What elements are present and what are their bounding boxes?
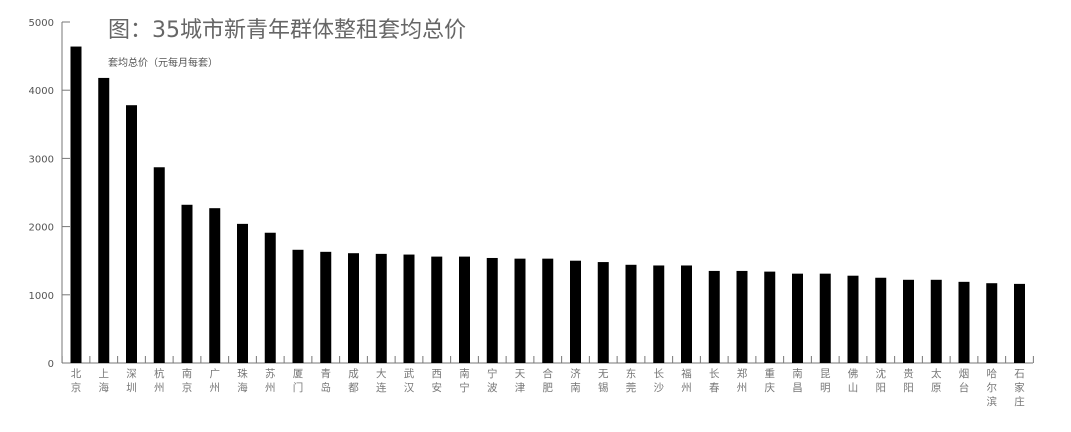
bar-东莞	[625, 264, 637, 363]
bar-佛山	[847, 275, 859, 363]
x-tick-label: 宁波	[487, 367, 498, 394]
x-tick-label: 昆明	[820, 368, 831, 394]
x-tick-label: 珠海	[237, 367, 248, 394]
x-tick-label: 烟台	[959, 367, 970, 394]
bar-烟台	[958, 281, 970, 363]
y-tick-label: 3000	[29, 154, 54, 165]
x-tick-label: 北京	[71, 368, 82, 394]
bar-沈阳	[875, 277, 887, 363]
x-tick-label: 合肥	[543, 367, 554, 394]
x-tick-label: 厦门	[293, 368, 304, 394]
x-tick-label: 武汉	[404, 367, 415, 394]
bar-福州	[681, 265, 692, 363]
bar-长沙	[653, 265, 665, 363]
bar-昆明	[819, 273, 831, 363]
bar-无锡	[597, 262, 609, 363]
y-axis-label: 套均总价（元每月每套）	[108, 56, 218, 69]
x-tick-label: 南京	[182, 367, 193, 394]
bar-青岛	[320, 251, 332, 363]
bar-苏州	[264, 232, 276, 363]
y-tick-label: 2000	[29, 223, 54, 234]
bar-南昌	[792, 273, 803, 363]
bar-长春	[708, 270, 720, 363]
bar-珠海	[237, 223, 248, 363]
x-tick-label: 上海	[99, 368, 110, 394]
bar-太原	[930, 279, 942, 363]
y-tick-label: 1000	[29, 291, 54, 302]
x-tick-label: 东莞	[626, 367, 637, 394]
bar-济南	[570, 260, 581, 363]
bar-重庆	[764, 271, 776, 363]
bar-北京	[70, 46, 82, 363]
x-tick-label: 佛山	[848, 367, 859, 394]
y-tick-label: 0	[48, 359, 54, 370]
x-tick-label: 济南	[570, 367, 581, 394]
x-tick-label: 贵阳	[903, 367, 914, 394]
x-tick-label: 福州	[681, 367, 692, 394]
x-tick-label: 无锡	[598, 368, 609, 394]
x-tick-label: 天津	[515, 368, 526, 394]
x-tick-label: 大连	[376, 367, 387, 394]
x-tick-label: 广州	[210, 368, 221, 394]
bar-石家庄	[1014, 283, 1025, 363]
bar-宁波	[486, 257, 498, 363]
bar-上海	[98, 77, 110, 363]
bar-大连	[375, 253, 387, 363]
y-tick-label: 5000	[29, 18, 54, 29]
bar-杭州	[153, 167, 165, 363]
y-tick-label: 4000	[29, 86, 54, 97]
x-tick-label: 苏州	[265, 367, 276, 394]
x-tick-label: 成都	[348, 368, 359, 394]
bar-南宁	[459, 256, 470, 363]
chart-title: 图：35城市新青年群体整租套均总价	[108, 18, 466, 43]
bar-天津	[514, 258, 526, 363]
x-tick-label: 西安	[432, 368, 443, 394]
x-tick-label: 杭州	[154, 367, 165, 394]
bar-深圳	[126, 105, 137, 363]
x-tick-label: 深圳	[126, 368, 137, 394]
bar-厦门	[292, 249, 304, 363]
bar-南京	[181, 204, 193, 363]
bar-哈尔滨	[986, 283, 998, 363]
x-tick-label: 郑州	[737, 367, 748, 394]
x-tick-label: 重庆	[765, 367, 776, 394]
bar-武汉	[403, 254, 415, 363]
bar-西安	[431, 256, 443, 363]
x-tick-label: 石家庄	[1014, 368, 1025, 408]
x-tick-label: 哈尔滨	[987, 367, 998, 408]
bar-合肥	[542, 258, 554, 363]
bar-郑州	[736, 270, 748, 363]
x-tick-label: 南昌	[792, 367, 803, 394]
x-tick-label: 青岛	[321, 367, 332, 394]
x-tick-label: 太原	[931, 367, 942, 394]
bar-成都	[348, 253, 359, 363]
x-tick-label: 沈阳	[876, 367, 887, 394]
bar-贵阳	[903, 279, 914, 363]
x-tick-label: 长沙	[654, 368, 665, 394]
bar-广州	[209, 208, 221, 363]
x-tick-label: 南宁	[459, 367, 470, 394]
x-tick-label: 长春	[709, 368, 720, 394]
